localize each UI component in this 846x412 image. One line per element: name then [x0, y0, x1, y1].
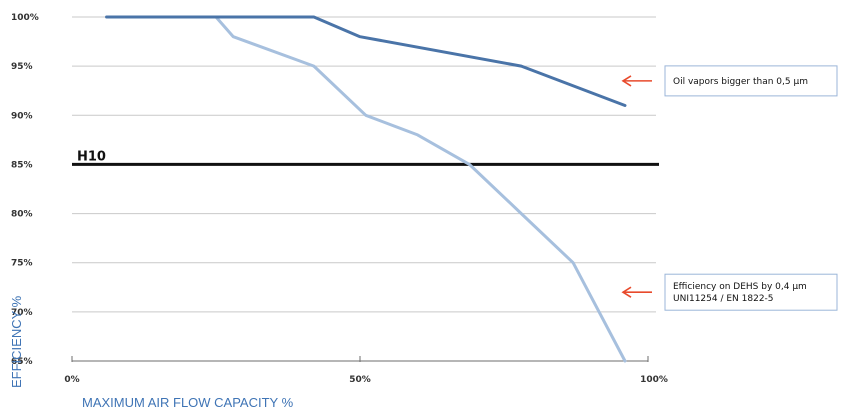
legend-box-oil-vapors	[664, 65, 838, 97]
series-line-dehs	[105, 15, 627, 363]
x-axis-title: MAXIMUM AIR FLOW CAPACITY %	[82, 395, 294, 410]
y-tick-label: 75%	[11, 259, 33, 269]
arrow-head	[621, 75, 632, 87]
series-lines	[105, 15, 627, 363]
reference-line-label: H10	[77, 149, 106, 164]
arrow-head	[621, 286, 632, 298]
reference-line-group: H10	[72, 149, 659, 166]
legend-label-oil-vapors: Oil vapors bigger than 0,5 µm	[673, 77, 808, 87]
x-tick-label: 100%	[640, 375, 668, 385]
y-tick-labels: 100% 95% 90% 85% 80% 75% 70% 65%	[11, 13, 39, 367]
y-tick-label: 85%	[11, 160, 33, 170]
y-tick-label: 70%	[11, 308, 33, 318]
y-tick-label: 95%	[11, 62, 33, 72]
series-line-oil-vapors	[105, 15, 627, 107]
y-tick-label: 100%	[11, 13, 39, 23]
y-tick-label: 80%	[11, 210, 33, 220]
legend-label-dehs: Efficiency on DEHS by 0,4 µm	[673, 282, 807, 292]
arrow-dehs	[621, 286, 652, 298]
y-axis-title: EFFICIENCY %	[9, 295, 24, 388]
annotations: Oil vapors bigger than 0,5 µm Efficiency …	[621, 65, 838, 311]
x-tick-label: 0%	[64, 375, 79, 385]
arrow-oil-vapors	[621, 75, 652, 87]
legend-box-dehs	[664, 273, 838, 311]
x-tick-label: 50%	[349, 375, 371, 385]
y-tick-label: 65%	[11, 357, 33, 367]
x-tick-labels: 0% 50% 100%	[64, 375, 668, 385]
grid	[71, 16, 656, 362]
y-tick-label: 90%	[11, 111, 33, 121]
legend-label-dehs-line2: UNI11254 / EN 1822-5	[673, 294, 774, 304]
